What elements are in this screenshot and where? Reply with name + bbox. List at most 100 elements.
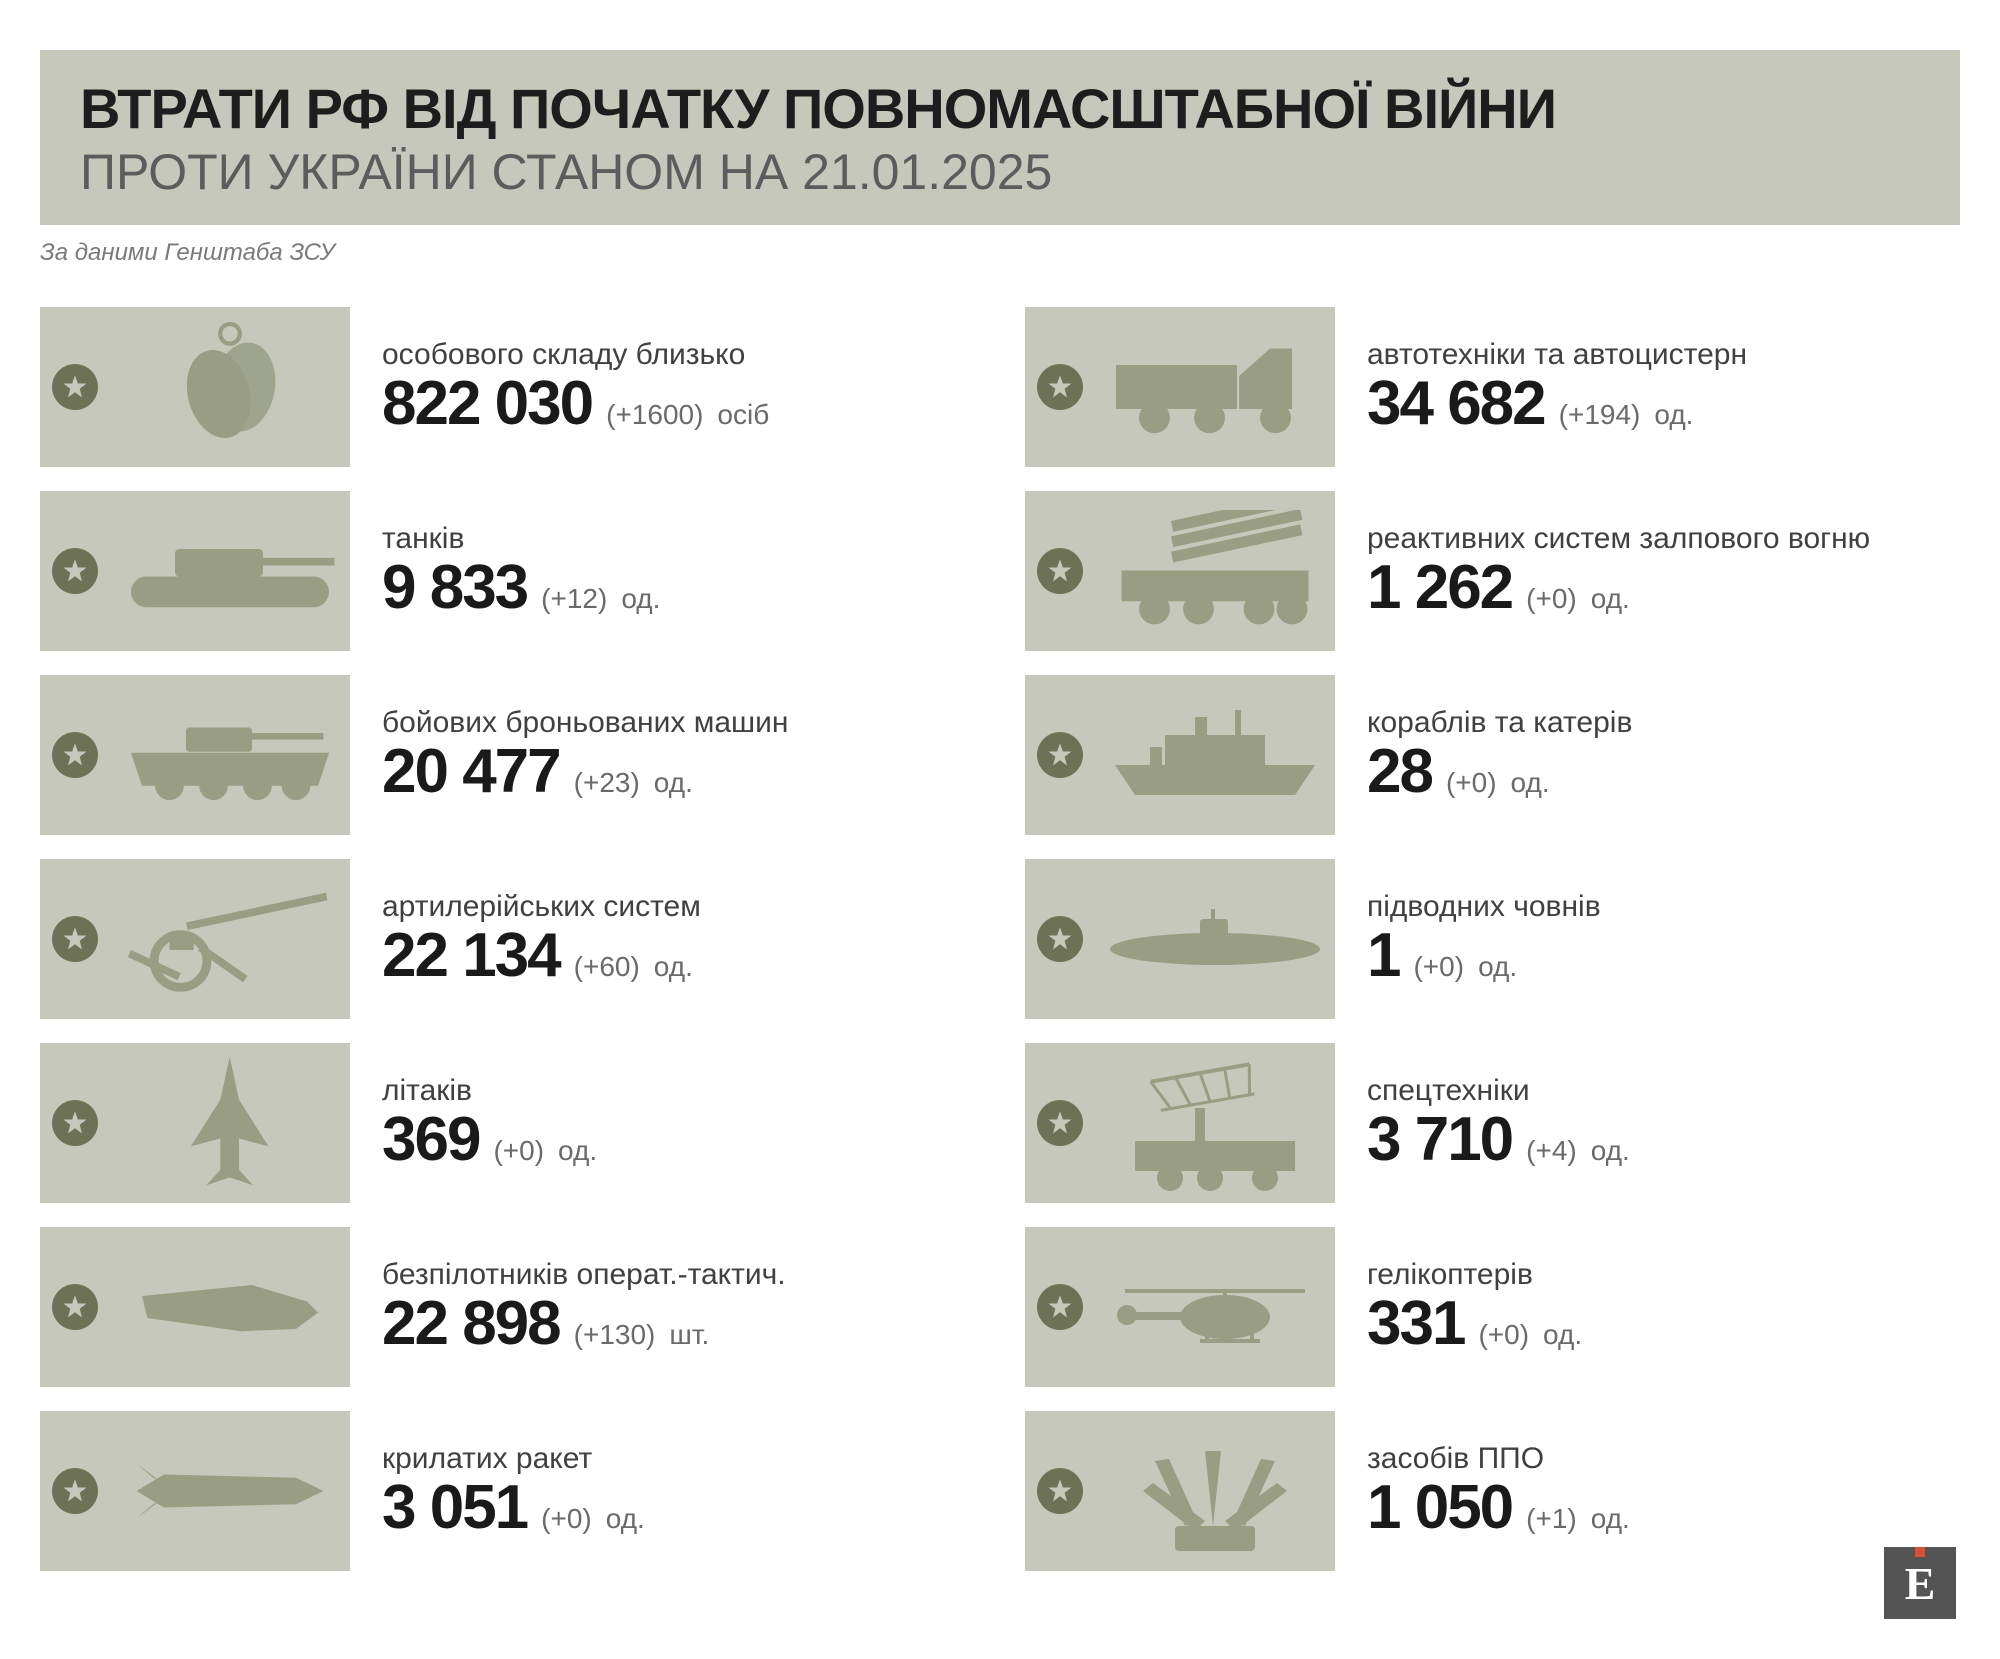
text-block: засобів ППО1 050(+1)од. [1367,1442,1630,1539]
value-line: 3 710(+4)од. [1367,1109,1630,1171]
item-label: бойових броньованих машин [382,706,788,739]
loss-item-truck: автотехніки та автоцистерн34 682(+194)од… [1025,307,1960,467]
value-line: 822 030(+1600)осіб [382,373,769,435]
item-unit: од. [1591,1503,1630,1535]
text-block: танків9 833(+12)од. [382,522,660,619]
item-delta: (+23) [574,767,640,799]
item-label: гелікоптерів [1367,1258,1582,1291]
title-sub: ПРОТИ УКРАЇНИ СТАНОM НА 21.01.2025 [80,143,1920,201]
bullet-star-icon [52,1284,98,1330]
drone-icon [110,1227,350,1387]
item-delta: (+4) [1526,1135,1577,1167]
loss-item-dogtags: особового складу близько822 030(+1600)ос… [40,307,975,467]
loss-item-drone: безпілотників операт.-тактич.22 898(+130… [40,1227,975,1387]
bullet-star-icon [52,916,98,962]
item-unit: од. [558,1135,597,1167]
value-line: 3 051(+0)од. [382,1477,645,1539]
value-line: 1(+0)од. [1367,925,1601,987]
icon-block [40,1227,350,1387]
item-unit: од. [1591,583,1630,615]
aa-icon [1095,1411,1335,1571]
icon-block [1025,1043,1335,1203]
value-line: 9 833(+12)од. [382,557,660,619]
bullet-star-icon [1037,364,1083,410]
icon-block [1025,1411,1335,1571]
item-delta: (+60) [574,951,640,983]
icon-block [1025,675,1335,835]
icon-block [1025,859,1335,1019]
loss-item-mlrs: реактивних систем залпового вогню1 262(+… [1025,491,1960,651]
item-unit: од. [1543,1319,1582,1351]
bullet-star-icon [1037,1284,1083,1330]
icon-block [1025,307,1335,467]
loss-item-apc: бойових броньованих машин20 477(+23)од. [40,675,975,835]
submarine-icon [1095,859,1335,1019]
item-delta: (+0) [493,1135,544,1167]
value-line: 22 134(+60)од. [382,925,701,987]
missile-icon [110,1411,350,1571]
item-label: підводних човнів [1367,890,1601,923]
bullet-star-icon [52,1468,98,1514]
icon-block [1025,491,1335,651]
item-unit: од. [654,951,693,983]
loss-item-tank: танків9 833(+12)од. [40,491,975,651]
loss-item-aa: засобів ППО1 050(+1)од. [1025,1411,1960,1571]
text-block: крилатих ракет3 051(+0)од. [382,1442,645,1539]
columns: особового складу близько822 030(+1600)ос… [40,307,1960,1571]
item-value: 34 682 [1367,373,1545,435]
bullet-star-icon [52,548,98,594]
item-label: автотехніки та автоцистерн [1367,338,1747,371]
artillery-icon [110,859,350,1019]
item-unit: од. [606,1503,645,1535]
text-block: реактивних систем залпового вогню1 262(+… [1367,522,1927,619]
item-value: 1 [1367,925,1399,987]
text-block: літаків369 (+0) од. [382,1074,597,1171]
text-block: спецтехніки3 710(+4)од. [1367,1074,1630,1171]
jet-icon [110,1043,350,1203]
item-value: 20 477 [382,741,560,803]
value-line: 22 898 (+130) шт. [382,1293,786,1355]
bullet-star-icon [52,364,98,410]
icon-block [40,1043,350,1203]
text-block: кораблів та катерів28(+0)од. [1367,706,1632,803]
item-unit: шт. [669,1319,709,1351]
apc-icon [110,675,350,835]
item-value: 22 898 [382,1293,560,1355]
loss-item-jet: літаків369 (+0) од. [40,1043,975,1203]
item-unit: осіб [717,399,769,431]
item-label: літаків [382,1074,597,1107]
item-unit: од. [621,583,660,615]
item-label: реактивних систем залпового вогню [1367,522,1870,555]
item-unit: од. [1591,1135,1630,1167]
item-unit: од. [1511,767,1550,799]
source-logo: E [1884,1547,1956,1619]
ship-icon [1095,675,1335,835]
item-label: особового складу близько [382,338,769,371]
source-line: За даними Генштаба ЗСУ [40,239,2000,267]
item-value: 9 833 [382,557,527,619]
bullet-star-icon [1037,1468,1083,1514]
column-right: автотехніки та автоцистерн34 682(+194)од… [1025,307,1960,1571]
item-label: танків [382,522,660,555]
item-delta: (+130) [574,1319,656,1351]
value-line: 331(+0)од. [1367,1293,1582,1355]
dogtags-icon [110,307,350,467]
item-value: 1 262 [1367,557,1512,619]
value-line: 34 682(+194)од. [1367,373,1747,435]
icon-block [40,307,350,467]
heli-icon [1095,1227,1335,1387]
item-delta: (+1600) [606,399,703,431]
text-block: артилерійських систем22 134(+60)од. [382,890,701,987]
item-unit: од. [1654,399,1693,431]
item-delta: (+0) [541,1503,592,1535]
value-line: 20 477(+23)од. [382,741,788,803]
loss-item-ship: кораблів та катерів28(+0)од. [1025,675,1960,835]
text-block: бойових броньованих машин20 477(+23)од. [382,706,788,803]
item-value: 369 [382,1109,479,1171]
value-line: 28(+0)од. [1367,741,1632,803]
item-label: крилатих ракет [382,1442,645,1475]
bullet-star-icon [1037,1100,1083,1146]
tank-icon [110,491,350,651]
logo-accent-dot [1915,1547,1925,1557]
loss-item-submarine: підводних човнів1(+0)од. [1025,859,1960,1019]
